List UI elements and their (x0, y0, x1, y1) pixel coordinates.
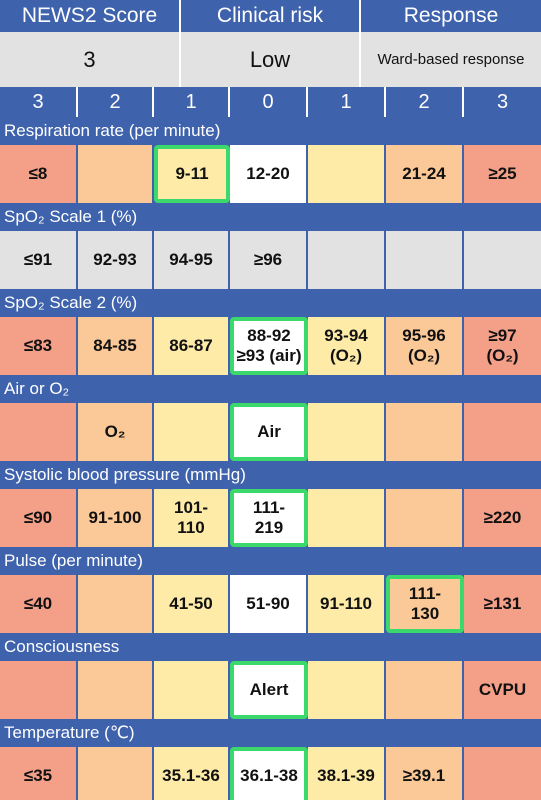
risk-value: Low (181, 32, 361, 87)
score-cell[interactable] (308, 145, 386, 203)
score-cell[interactable] (386, 489, 464, 547)
score-cell[interactable]: ≤8 (0, 145, 78, 203)
score-col-label: 3 (496, 90, 509, 113)
score-cell[interactable]: ≤91 (0, 231, 78, 289)
score-col-label: 3 (0, 87, 78, 117)
parameter-label: Temperature (℃) (0, 719, 541, 747)
score-cell[interactable] (78, 575, 154, 633)
score-cell[interactable]: 101- 110 (154, 489, 230, 547)
parameter-label: Air or O₂ (0, 375, 541, 403)
parameter-row: ≤8 9-11 12-20 21-24 ≥25 (0, 145, 541, 203)
score-cell[interactable]: 92-93 (78, 231, 154, 289)
score-cell-selected[interactable]: 111- 130 (386, 575, 464, 633)
parameter-label: SpO₂ Scale 1 (%) (0, 203, 541, 231)
score-col-label: 2 (78, 87, 154, 117)
score-cell[interactable] (464, 231, 541, 289)
score-cell[interactable]: 93-94 (O₂) (308, 317, 386, 375)
score-col-label: 2 (386, 87, 464, 117)
score-cell[interactable]: 35.1-36 (154, 747, 230, 800)
score-value: 3 (0, 32, 181, 87)
score-cell[interactable]: 86-87 (154, 317, 230, 375)
score-cell[interactable]: 21-24 (386, 145, 464, 203)
score-cell[interactable]: 38.1-39 (308, 747, 386, 800)
score-cell[interactable]: 95-96 (O₂) (386, 317, 464, 375)
score-cell[interactable] (154, 403, 230, 461)
score-cell[interactable]: ≥25 (464, 145, 541, 203)
score-cell[interactable]: ≤83 (0, 317, 78, 375)
parameter-row: ≤91 92-93 94-95 ≥96 (0, 231, 541, 289)
score-cell-selected[interactable]: 111- 219 (230, 489, 308, 547)
score-cell[interactable] (308, 403, 386, 461)
response-title: Response (403, 4, 499, 27)
score-cell[interactable]: ≥97 (O₂) (464, 317, 541, 375)
score-cell[interactable]: ≥96 (230, 231, 308, 289)
parameter-row: ≤83 84-85 86-87 88-92 ≥93 (air) 93-94 (O₂) 95-9… (0, 317, 541, 375)
risk-title: Clinical risk (181, 0, 361, 32)
parameter-row: ≤35 35.1-36 36.1-38 38.1-39 ≥39.1 (0, 747, 541, 800)
score-cell-selected[interactable]: Air (230, 403, 308, 461)
score-cell[interactable] (78, 145, 154, 203)
parameter-label: Pulse (per minute) (0, 547, 541, 575)
score-cell[interactable]: O₂ (78, 403, 154, 461)
score-cell[interactable] (308, 661, 386, 719)
score-cell-selected[interactable]: 36.1-38 (230, 747, 308, 800)
score-cell[interactable]: ≥131 (464, 575, 541, 633)
summary-row: 3 Low Ward-based response (0, 32, 541, 87)
score-cell[interactable]: 94-95 (154, 231, 230, 289)
score-cell[interactable] (78, 747, 154, 800)
score-col-label: 0 (230, 87, 308, 117)
score-cell[interactable] (386, 403, 464, 461)
parameter-label: Respiration rate (per minute) (0, 117, 541, 145)
score-cell[interactable]: ≤40 (0, 575, 78, 633)
parameter-row: ≤40 41-50 51-90 91-110 111- 130 ≥131 (0, 575, 541, 633)
score-cell[interactable] (308, 489, 386, 547)
score-cell[interactable]: CVPU (464, 661, 541, 719)
score-cell[interactable] (78, 661, 154, 719)
score-cell-selected[interactable]: 88-92 ≥93 (air) (230, 317, 308, 375)
score-col-label: 1 (154, 87, 230, 117)
parameter-row: O₂ Air (0, 403, 541, 461)
score-column-header: 3 2 1 0 1 2 3 (0, 87, 541, 117)
score-cell[interactable]: 41-50 (154, 575, 230, 633)
score-cell-selected[interactable]: Alert (230, 661, 308, 719)
score-cell[interactable]: 84-85 (78, 317, 154, 375)
score-cell[interactable] (308, 231, 386, 289)
score-cell[interactable]: ≤35 (0, 747, 78, 800)
score-cell[interactable] (154, 661, 230, 719)
score-cell[interactable]: ≤90 (0, 489, 78, 547)
parameter-table: Respiration rate (per minute) ≤8 9-11 12-20… (0, 117, 541, 800)
parameter-row: Alert CVPU (0, 661, 541, 719)
score-cell[interactable]: ≥39.1 (386, 747, 464, 800)
score-cell[interactable]: 91-110 (308, 575, 386, 633)
score-cell[interactable]: ≥220 (464, 489, 541, 547)
response-value: Ward-based response (377, 51, 525, 68)
parameter-label: Systolic blood pressure (mmHg) (0, 461, 541, 489)
score-cell[interactable] (0, 661, 78, 719)
score-cell[interactable] (464, 747, 541, 800)
header-bar: NEWS2 Score Clinical risk Response (0, 0, 541, 32)
score-cell[interactable] (386, 661, 464, 719)
score-cell[interactable]: 51-90 (230, 575, 308, 633)
score-cell[interactable] (0, 403, 78, 461)
score-col-label: 1 (308, 87, 386, 117)
score-cell[interactable]: 91-100 (78, 489, 154, 547)
score-title: NEWS2 Score (0, 0, 181, 32)
score-cell[interactable] (386, 231, 464, 289)
score-cell-selected[interactable]: 9-11 (154, 145, 230, 203)
score-cell[interactable] (464, 403, 541, 461)
parameter-label: Consciousness (0, 633, 541, 661)
parameter-row: ≤90 91-100 101- 110 111- 219 ≥220 (0, 489, 541, 547)
parameter-label: SpO₂ Scale 2 (%) (0, 289, 541, 317)
score-cell[interactable]: 12-20 (230, 145, 308, 203)
